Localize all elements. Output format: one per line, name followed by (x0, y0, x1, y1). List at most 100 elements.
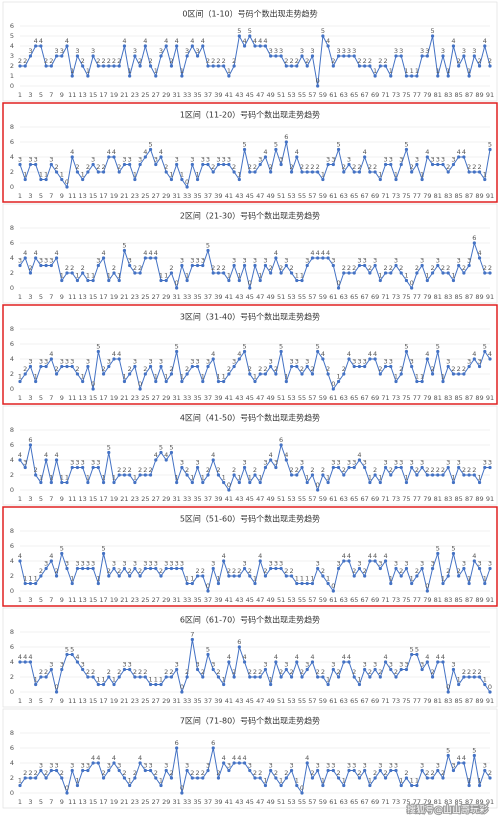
x-tick-label: 1 (18, 91, 22, 99)
x-tick-label: 41 (225, 91, 233, 99)
data-label: 2 (373, 466, 377, 474)
data-label: 2 (138, 264, 142, 272)
point (420, 54, 424, 58)
point (23, 64, 27, 68)
y-tick-label: 6 (10, 22, 14, 30)
point (133, 271, 137, 275)
point (368, 357, 372, 361)
data-label: 1 (477, 474, 481, 482)
data-label: 3 (472, 47, 476, 55)
x-tick-label: 7 (49, 91, 53, 99)
x-tick-label: 29 (162, 192, 170, 200)
point (326, 768, 330, 773)
data-label: 3 (326, 156, 330, 164)
x-tick-label: 91 (486, 697, 494, 705)
point (420, 177, 424, 182)
data-label: 2 (117, 57, 121, 65)
data-label: 4 (357, 451, 361, 459)
data-label: 1 (222, 676, 226, 684)
data-label: 2 (305, 163, 309, 171)
chart-title: 0区间（1-10）号码个数出现走势趋势 (182, 9, 317, 19)
x-tick-label: 67 (361, 798, 369, 806)
x-tick-label: 47 (256, 394, 264, 402)
y-tick-label: 2 (10, 168, 14, 176)
data-label: 3 (86, 560, 90, 568)
data-label: 1 (253, 575, 257, 583)
point (60, 667, 64, 672)
point (122, 776, 127, 780)
data-label: 3 (425, 47, 429, 55)
x-tick-label: 23 (131, 697, 139, 705)
data-label: 2 (44, 769, 48, 777)
data-label: 2 (169, 264, 173, 272)
x-tick-label: 39 (214, 798, 222, 806)
chart-title: 4区间（41-50）号码个数出现走势趋势 (180, 413, 320, 423)
point (383, 64, 388, 68)
data-label: 2 (274, 769, 278, 777)
point (373, 170, 377, 174)
data-label: 3 (91, 560, 95, 568)
data-label: 4 (65, 37, 69, 45)
data-label: 3 (451, 762, 455, 770)
point (467, 675, 471, 679)
data-label: 1 (284, 373, 288, 381)
point (274, 372, 278, 376)
data-label: 0 (65, 178, 69, 186)
point (472, 170, 476, 174)
point (206, 589, 210, 593)
data-label: 1 (237, 171, 241, 179)
point (357, 263, 362, 268)
data-label: 3 (227, 156, 231, 164)
point (175, 480, 179, 485)
point (326, 44, 330, 48)
data-label: 5 (446, 747, 450, 755)
data-label: 3 (363, 459, 367, 467)
point (404, 74, 409, 78)
data-label: 2 (457, 365, 461, 373)
data-label: 4 (488, 350, 492, 358)
point (310, 372, 315, 376)
data-label: 4 (263, 37, 267, 45)
x-tick-label: 75 (402, 697, 410, 705)
point (383, 465, 388, 470)
point (211, 667, 215, 672)
data-label: 2 (133, 769, 137, 777)
point (383, 559, 388, 563)
data-label: 4 (222, 754, 226, 762)
data-label: 2 (128, 365, 132, 373)
data-label: 3 (258, 156, 262, 164)
point (206, 652, 210, 657)
data-label: 3 (60, 47, 64, 55)
data-label: 2 (321, 567, 325, 575)
point (101, 256, 106, 260)
data-label: 5 (122, 242, 126, 250)
point (86, 170, 90, 174)
point (86, 768, 90, 773)
x-tick-label: 31 (173, 495, 181, 503)
point (300, 581, 304, 586)
x-tick-label: 43 (235, 192, 243, 200)
point (81, 465, 85, 470)
data-label: 3 (28, 358, 32, 366)
data-label: 1 (420, 373, 424, 381)
data-label: 4 (227, 653, 231, 661)
x-tick-label: 57 (308, 697, 316, 705)
point (331, 667, 335, 672)
point (237, 761, 241, 765)
x-tick-label: 61 (329, 293, 337, 301)
point (336, 54, 341, 58)
point (190, 364, 194, 369)
data-label: 3 (389, 156, 393, 164)
data-label: 4 (310, 249, 314, 257)
point (211, 64, 215, 68)
point (39, 480, 43, 485)
data-label: 4 (451, 37, 455, 45)
data-label: 3 (326, 762, 330, 770)
data-label: 3 (195, 47, 199, 55)
data-label: 4 (75, 653, 79, 661)
data-label: 3 (44, 257, 48, 265)
chart-title: 7区间（71-80）号码个数出现走势趋势 (180, 716, 320, 726)
data-label: 3 (289, 358, 293, 366)
x-tick-label: 65 (350, 596, 358, 604)
data-label: 2 (28, 769, 32, 777)
